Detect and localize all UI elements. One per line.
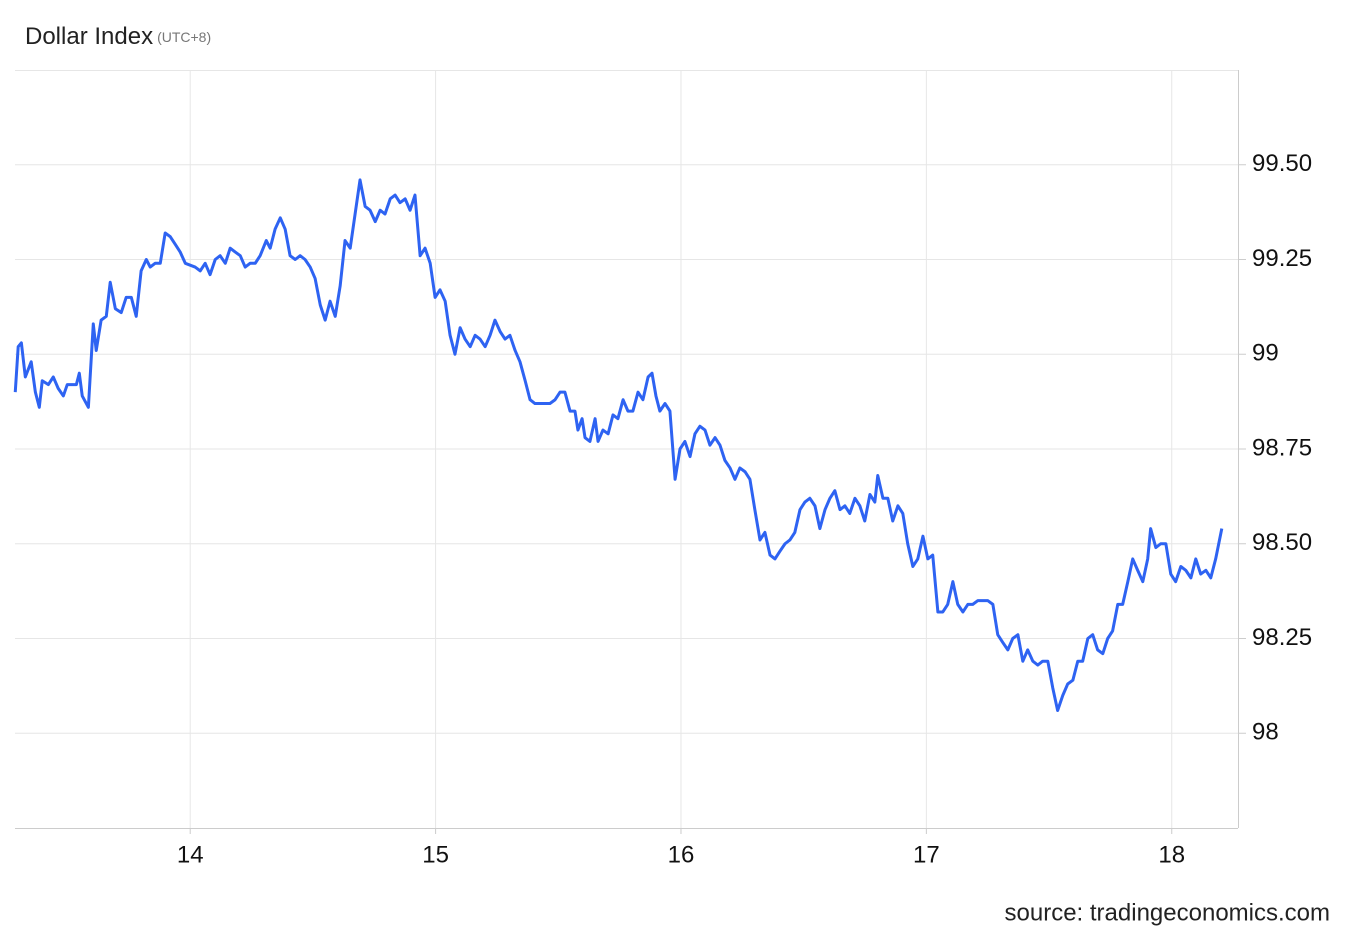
y-tick-label: 99.25 bbox=[1252, 245, 1312, 272]
chart-title: Dollar Index bbox=[25, 23, 153, 50]
x-tick-label: 16 bbox=[668, 841, 695, 868]
y-tick-label: 98.50 bbox=[1252, 529, 1312, 556]
x-tick-label: 18 bbox=[1158, 841, 1185, 868]
price-line bbox=[13, 178, 1224, 713]
x-tick-label: 17 bbox=[913, 841, 940, 868]
chart-heading: Dollar Index (UTC+8) bbox=[25, 23, 211, 50]
y-tick-label: 98.25 bbox=[1252, 624, 1312, 651]
source-note: source: tradingeconomics.com bbox=[1005, 899, 1330, 926]
chart-subtitle: (UTC+8) bbox=[157, 29, 211, 45]
y-tick-label: 99.50 bbox=[1252, 150, 1312, 177]
x-tick-label: 14 bbox=[177, 841, 204, 868]
y-tick-label: 98 bbox=[1252, 719, 1279, 746]
y-tick-label: 99 bbox=[1252, 340, 1279, 367]
x-tick-label: 15 bbox=[422, 841, 449, 868]
y-tick-label: 98.75 bbox=[1252, 434, 1312, 461]
